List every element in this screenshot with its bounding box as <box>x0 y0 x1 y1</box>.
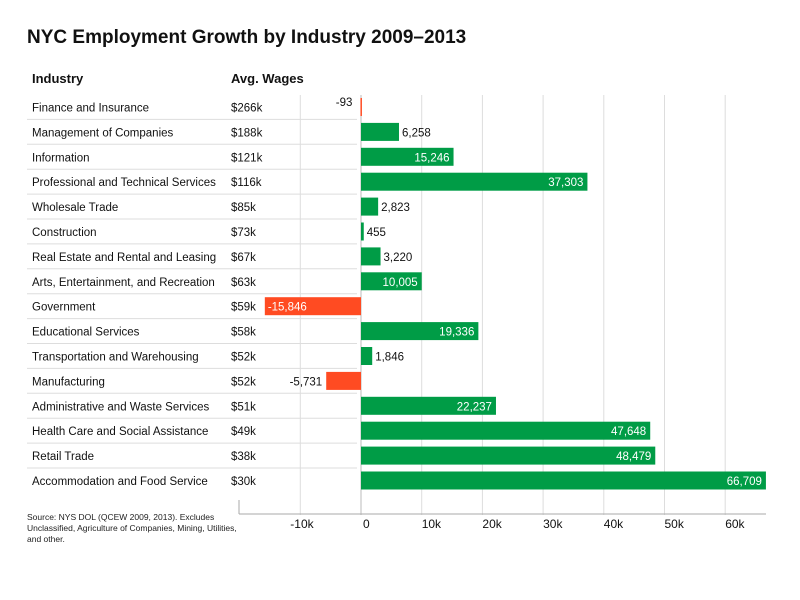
bar <box>361 272 422 291</box>
bar <box>361 122 399 141</box>
wage-label: $38k <box>231 451 256 463</box>
data-label: 37,303 <box>548 177 583 189</box>
wage-label: $58k <box>231 327 256 339</box>
industry-label: Professional and Technical Services <box>32 177 216 189</box>
industry-label: Administrative and Waste Services <box>32 401 210 413</box>
wage-label: $51k <box>231 401 256 413</box>
chart-title: NYC Employment Growth by Industry 2009–2… <box>27 27 467 48</box>
data-label: 66,709 <box>727 476 762 488</box>
data-label: 22,237 <box>457 401 492 413</box>
wage-label: $116k <box>231 177 262 189</box>
x-tick-label: 20k <box>482 517 502 531</box>
wage-label: $85k <box>231 202 256 214</box>
bar <box>360 98 362 116</box>
industry-label: Government <box>32 302 96 314</box>
source-note: Source: NYS DOL (QCEW 2009, 2013). Exclu… <box>27 512 237 544</box>
bar <box>361 421 651 440</box>
bar <box>361 247 381 266</box>
wage-label: $73k <box>231 227 256 239</box>
industry-label: Finance and Insurance <box>32 103 149 115</box>
x-tick-label: 50k <box>665 517 685 531</box>
wage-label: $52k <box>231 376 256 388</box>
bar <box>264 297 361 316</box>
data-label: 6,258 <box>402 127 431 139</box>
data-label: 48,479 <box>616 451 651 463</box>
data-label: -15,846 <box>268 302 307 314</box>
bar <box>361 446 656 465</box>
wages-column-header: Avg. Wages <box>231 71 304 86</box>
wage-label: $188k <box>231 127 263 139</box>
x-tick-label: 60k <box>725 517 745 531</box>
industry-label: Management of Companies <box>32 127 174 139</box>
data-label: 15,246 <box>414 152 449 164</box>
industry-column-header: Industry <box>32 71 84 86</box>
data-label: 19,336 <box>439 327 474 339</box>
wage-label: $67k <box>231 252 256 264</box>
bar <box>361 147 454 166</box>
data-label: 10,005 <box>383 277 418 289</box>
bar <box>361 172 588 191</box>
wage-label: $30k <box>231 476 256 488</box>
industry-label: Information <box>32 152 90 164</box>
data-label: 3,220 <box>384 252 413 264</box>
wage-label: $121k <box>231 152 263 164</box>
data-label: -5,731 <box>290 376 323 388</box>
industry-label: Health Care and Social Assistance <box>32 426 208 438</box>
bar <box>361 222 364 241</box>
industry-label: Educational Services <box>32 327 140 339</box>
data-label: -93 <box>336 97 353 109</box>
data-label: 1,846 <box>375 352 404 364</box>
industry-label: Retail Trade <box>32 451 94 463</box>
industry-label: Real Estate and Rental and Leasing <box>32 252 216 264</box>
data-label: 2,823 <box>381 202 410 214</box>
bar <box>361 322 479 341</box>
bar <box>361 471 766 490</box>
bar <box>361 197 379 216</box>
x-tick-label: -10k <box>290 517 314 531</box>
data-label: 455 <box>367 227 386 239</box>
industry-label: Manufacturing <box>32 376 105 388</box>
industry-label: Transportation and Warehousing <box>32 352 199 364</box>
bar <box>326 371 361 390</box>
bar <box>361 396 496 415</box>
x-tick-label: 40k <box>604 517 624 531</box>
industry-label: Accommodation and Food Service <box>32 476 208 488</box>
wage-label: $52k <box>231 352 256 364</box>
data-label: 47,648 <box>611 426 646 438</box>
bar <box>361 347 373 365</box>
wage-label: $63k <box>231 277 256 289</box>
x-tick-label: 30k <box>543 517 563 531</box>
industry-label: Wholesale Trade <box>32 202 118 214</box>
x-tick-label: 0 <box>363 517 370 531</box>
wage-label: $266k <box>231 103 263 115</box>
x-tick-label: 10k <box>422 517 442 531</box>
wage-label: $59k <box>231 302 256 314</box>
wage-label: $49k <box>231 426 256 438</box>
industry-label: Arts, Entertainment, and Recreation <box>32 277 215 289</box>
industry-label: Construction <box>32 227 97 239</box>
